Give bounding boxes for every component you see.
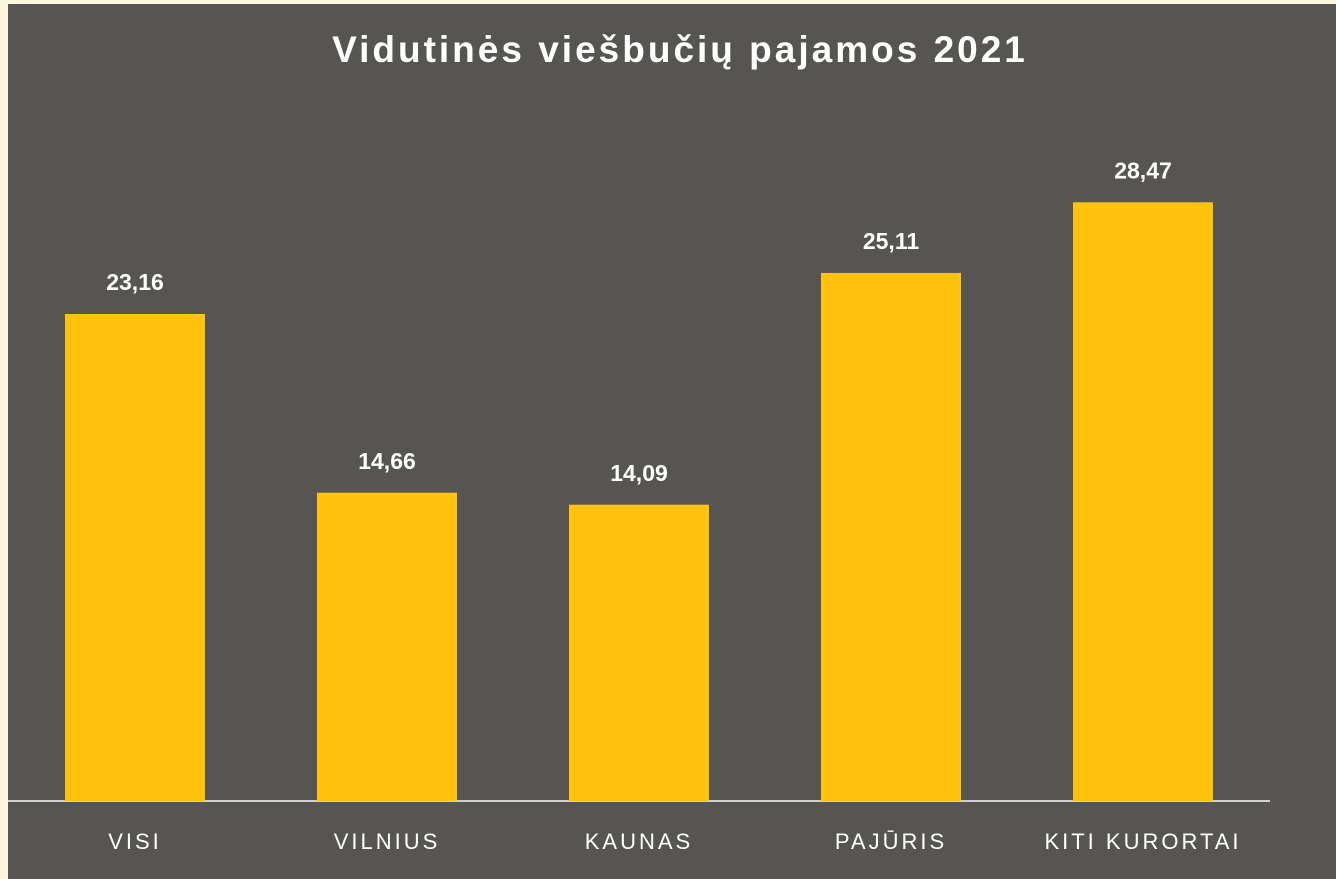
bar bbox=[821, 272, 961, 801]
chart-title: Vidutinės viešbučių pajamos 2021 bbox=[332, 29, 1028, 70]
bar bbox=[569, 504, 709, 801]
value-label: 25,11 bbox=[863, 228, 919, 254]
x-tick-label: VILNIUS bbox=[334, 829, 441, 854]
x-tick-label: VISI bbox=[108, 829, 162, 854]
value-label: 14,66 bbox=[358, 448, 416, 474]
bar bbox=[65, 313, 205, 801]
bar bbox=[317, 492, 457, 801]
x-tick-label: KAUNAS bbox=[585, 829, 693, 854]
value-label: 14,09 bbox=[610, 460, 668, 486]
bar bbox=[1073, 202, 1213, 802]
x-tick-label: PAJŪRIS bbox=[835, 829, 947, 854]
value-label: 28,47 bbox=[1114, 157, 1172, 183]
x-tick-label: KITI KURORTAI bbox=[1044, 829, 1241, 854]
value-label: 23,16 bbox=[106, 269, 164, 295]
